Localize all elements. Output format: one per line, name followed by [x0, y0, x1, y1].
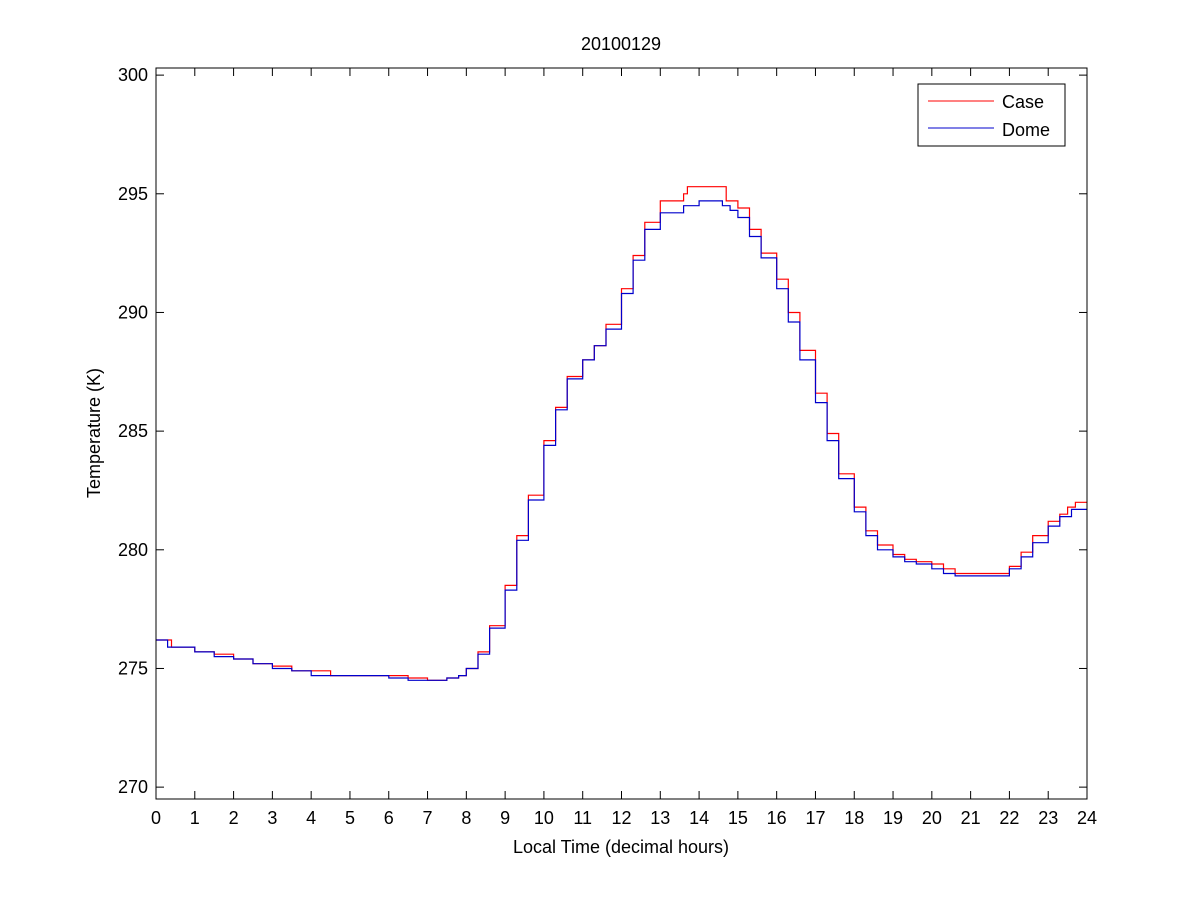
series-line-case	[156, 186, 1087, 681]
chart-title: 20100129	[581, 34, 661, 54]
y-tick-label-285: 285	[118, 421, 148, 441]
x-tick-label-11: 11	[573, 808, 592, 828]
x-tick-label-19: 19	[883, 808, 903, 828]
x-tick-label-20: 20	[922, 808, 942, 828]
legend-label-dome: Dome	[1002, 120, 1050, 140]
x-tick-label-13: 13	[650, 808, 670, 828]
x-axis-label: Local Time (decimal hours)	[513, 837, 729, 857]
x-tick-label-6: 6	[384, 808, 394, 828]
series-layer	[156, 186, 1087, 681]
y-tick-label-300: 300	[118, 65, 148, 85]
x-tick-label-16: 16	[767, 808, 787, 828]
y-tick-label-280: 280	[118, 540, 148, 560]
x-tick-label-8: 8	[461, 808, 471, 828]
x-tick-label-15: 15	[728, 808, 748, 828]
plot-area	[156, 68, 1087, 799]
x-tick-label-10: 10	[534, 808, 554, 828]
x-tick-label-5: 5	[345, 808, 355, 828]
x-tick-label-9: 9	[500, 808, 510, 828]
series-line-dome	[156, 200, 1087, 681]
legend: Case Dome	[917, 83, 1066, 147]
legend-label-case: Case	[1002, 92, 1044, 112]
y-tick-label-295: 295	[118, 184, 148, 204]
y-axis-label: Temperature (K)	[84, 368, 104, 498]
x-tick-label-22: 22	[999, 808, 1019, 828]
plot-frame	[155, 67, 1088, 800]
x-tick-label-1: 1	[190, 808, 200, 828]
tick-layer: 0 1 2 3 4 5 6 7 8 9 10 11 12 13 14 15 16 17 18 19 20 21 22 23 24…	[118, 65, 1097, 828]
x-tick-label-18: 18	[844, 808, 864, 828]
x-tick-label-0: 0	[151, 808, 161, 828]
x-tick-label-3: 3	[267, 808, 277, 828]
x-tick-label-24: 24	[1077, 808, 1097, 828]
y-tick-label-275: 275	[118, 658, 148, 678]
y-tick-label-290: 290	[118, 302, 148, 322]
x-tick-label-17: 17	[805, 808, 825, 828]
legend-box	[917, 83, 1066, 147]
x-tick-label-7: 7	[423, 808, 433, 828]
x-tick-label-12: 12	[611, 808, 631, 828]
x-tick-label-21: 21	[961, 808, 981, 828]
x-tick-label-14: 14	[689, 808, 709, 828]
x-tick-label-23: 23	[1038, 808, 1058, 828]
x-tick-label-4: 4	[306, 808, 316, 828]
y-tick-label-270: 270	[118, 777, 148, 797]
x-tick-label-2: 2	[229, 808, 239, 828]
